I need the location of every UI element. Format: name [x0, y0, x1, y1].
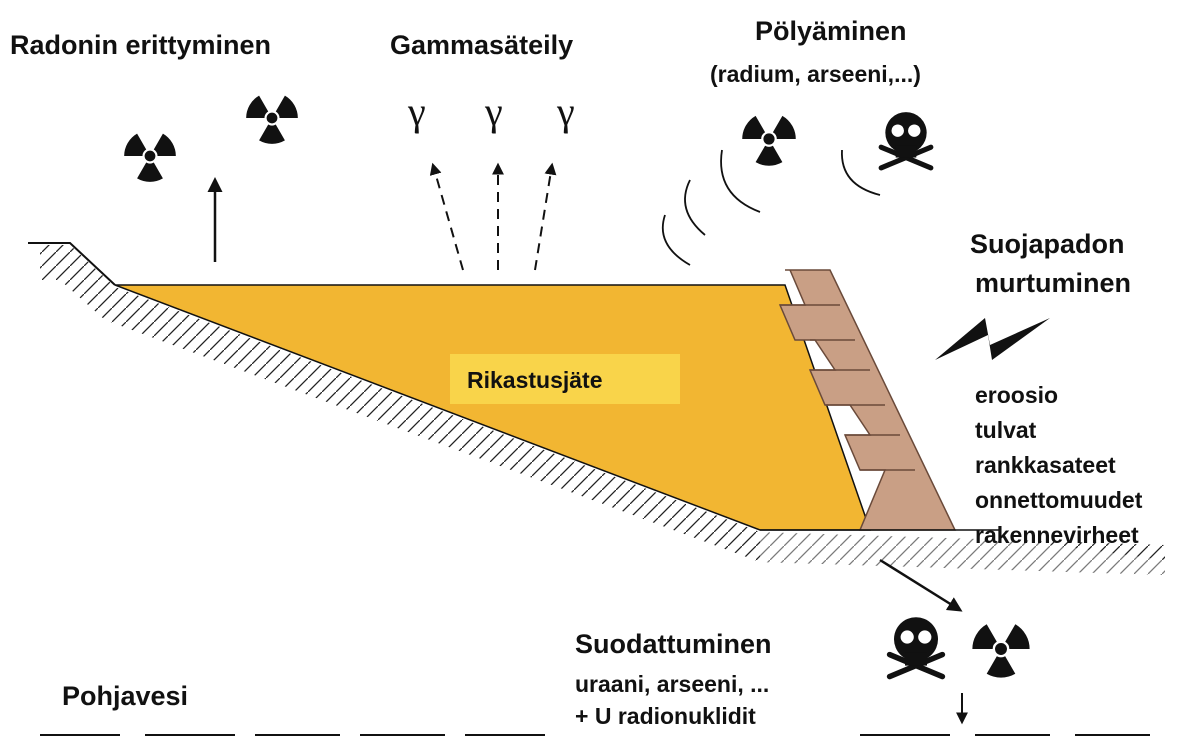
- cause: rakennevirheet: [975, 522, 1139, 548]
- seepage-arrow: [879, 558, 963, 612]
- gamma-symbol: γ: [484, 89, 503, 134]
- dust-arcs: [661, 149, 881, 266]
- label: (radium, arseeni,...): [710, 61, 921, 87]
- radiation-icon: [246, 95, 298, 144]
- cause: rankkasateet: [975, 452, 1116, 478]
- tailings: [114, 284, 872, 531]
- label: + U radionuklidit: [575, 703, 756, 729]
- lightning: [935, 318, 1050, 360]
- radiation-icon: [124, 133, 176, 182]
- cause: eroosio: [975, 382, 1058, 408]
- tailings-label-box: [450, 354, 680, 404]
- cause: tulvat: [975, 417, 1037, 443]
- skull-icon: [890, 617, 943, 676]
- gamma-symbol: γ: [556, 89, 575, 134]
- radiation-icon: [742, 115, 796, 166]
- label: Rikastusjäte: [467, 367, 603, 393]
- label: Pohjavesi: [62, 681, 188, 711]
- label: Suodattuminen: [575, 629, 772, 659]
- label: Gammasäteily: [390, 30, 573, 60]
- gamma-symbol: γ: [407, 89, 426, 134]
- label: murtuminen: [975, 268, 1131, 298]
- skull-icon: [881, 112, 931, 168]
- label: Pölyäminen: [755, 16, 907, 46]
- label: Radonin erittyminen: [10, 30, 271, 60]
- ground-line: [28, 242, 116, 286]
- label: uraani, arseeni, ...: [575, 671, 769, 697]
- label: Suojapadon: [970, 229, 1125, 259]
- ground-hatch: [40, 245, 1165, 575]
- radiation-icon: [972, 624, 1030, 678]
- gamma-arrows: [429, 162, 557, 271]
- cause: onnettomuudet: [975, 487, 1143, 513]
